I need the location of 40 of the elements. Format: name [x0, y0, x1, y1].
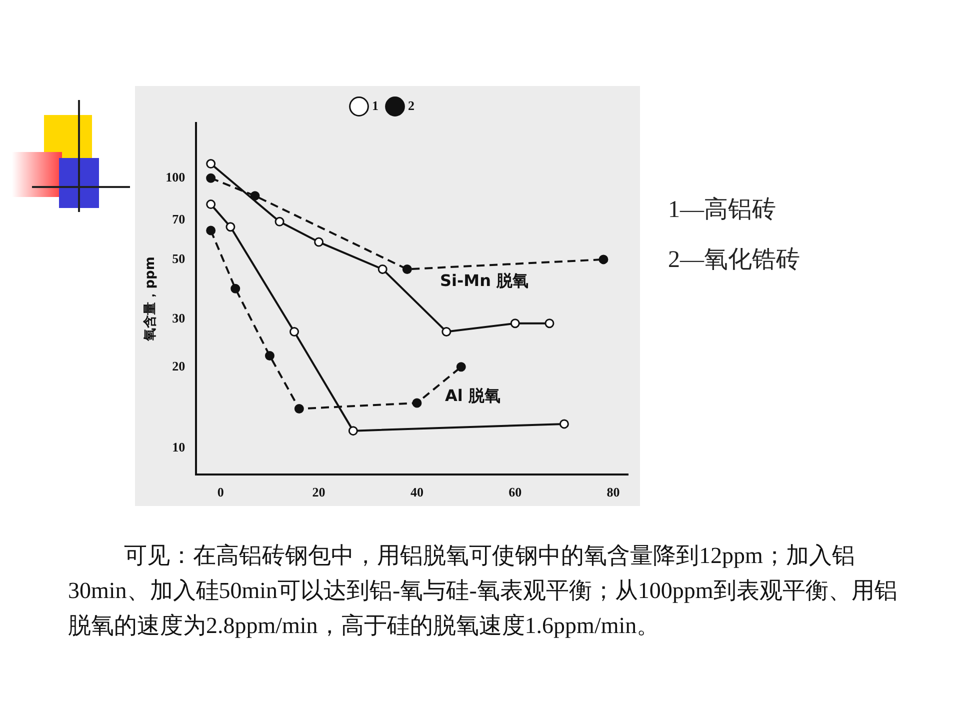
point	[294, 404, 304, 414]
point	[559, 419, 569, 429]
legend-label: 1	[372, 98, 378, 113]
point	[206, 226, 216, 236]
point	[206, 200, 216, 210]
x-tick-label: 40	[410, 484, 424, 500]
point	[510, 318, 520, 328]
point	[544, 318, 554, 328]
annotation: Al 脱氧	[445, 386, 500, 407]
x-tick-label: 80	[606, 484, 620, 500]
point	[456, 362, 466, 372]
text: 可见：在高铝砖钢包中，用铝脱氧可使钢中的氧含量降到12ppm；加入铝30min、加入硅50min可以达到铝-氧与硅-氧表观平衡；从100ppm到表观平衡、用铝脱氧的速度为2.8ppm/min，高于硅的脱氧速度1.6ppm/min。	[68, 542, 898, 640]
y-tick-label: 20	[172, 358, 186, 374]
point	[442, 326, 452, 336]
point	[378, 264, 388, 274]
y-tick-label: 10	[172, 440, 186, 455]
text: 2—氧化锆砖	[668, 246, 800, 275]
y-tick-label: 70	[172, 211, 186, 226]
y-tick-label: 100	[166, 169, 186, 184]
text: 1—高铝砖	[668, 196, 777, 225]
point	[290, 326, 300, 336]
point	[402, 264, 412, 274]
x-tick-label: 20	[312, 484, 326, 500]
point	[348, 426, 358, 436]
x-tick-label: 60	[508, 484, 522, 500]
point	[264, 350, 274, 360]
point	[314, 237, 324, 247]
x-tick-label: 0	[217, 484, 224, 500]
annotation: Si-Mn 脱氧	[440, 271, 529, 292]
point	[598, 254, 608, 264]
y-tick-label: 30	[172, 310, 186, 326]
point	[206, 159, 216, 169]
legend-label: 2	[408, 98, 414, 113]
point	[412, 398, 422, 408]
point	[206, 173, 216, 183]
point	[274, 216, 284, 226]
y-tick-label: 50	[172, 250, 186, 266]
point	[230, 284, 240, 294]
point	[226, 222, 236, 232]
y-axis-title: 氧含量，ppm	[142, 256, 158, 342]
